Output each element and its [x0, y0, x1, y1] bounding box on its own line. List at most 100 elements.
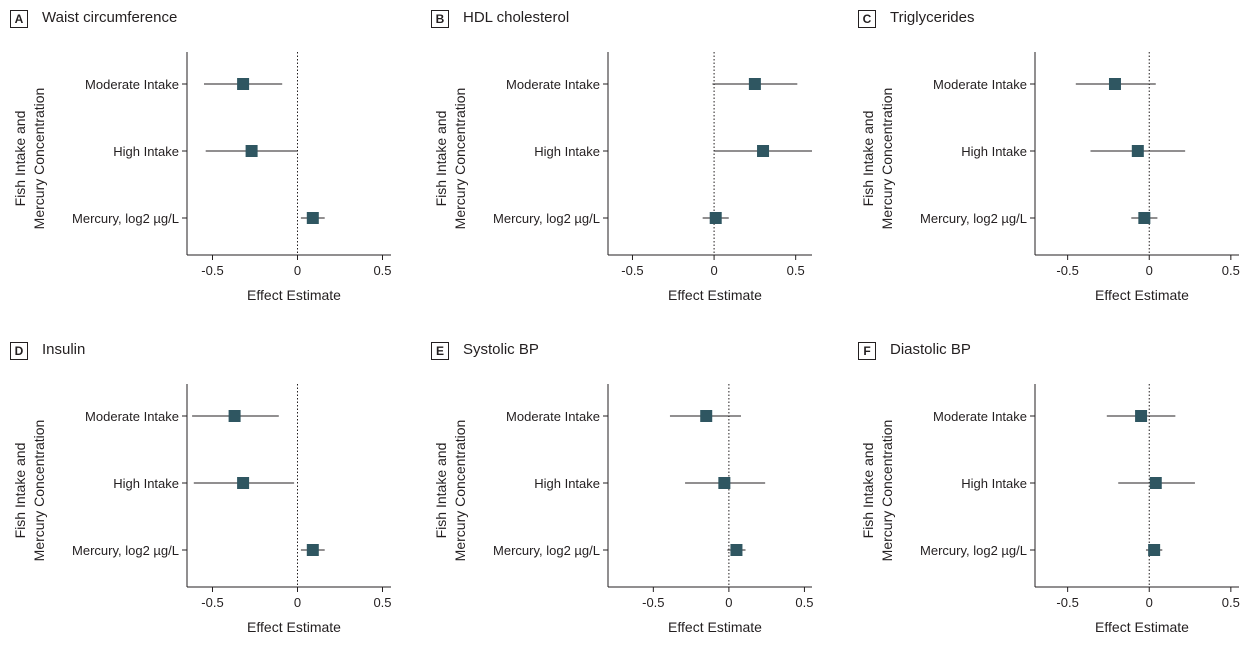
y-axis-label: Fish Intake and Mercury Concentration [12, 420, 47, 562]
y-axis-label: Fish Intake and Mercury Concentration [12, 88, 47, 230]
point-estimate-marker [1108, 78, 1121, 90]
x-tick-label: 0.5 [795, 595, 813, 610]
panel-title: Systolic BP [463, 341, 539, 358]
y-axis-label-line: Fish Intake and [860, 111, 876, 207]
point-estimate-marker [730, 544, 743, 556]
x-tick-label: 0 [1146, 595, 1153, 610]
x-axis-label: Effect Estimate [247, 287, 341, 303]
point-estimate-marker [709, 212, 722, 224]
panel-a: A Waist circumference -0.5 0 0.5 Effect Est… [0, 0, 418, 316]
x-tick-label: 0 [710, 263, 717, 278]
y-axis-label-line: Fish Intake and [433, 443, 449, 539]
panel-title: Waist circumference [42, 9, 178, 26]
x-tick-label: 0 [294, 595, 301, 610]
category-label: High Intake [113, 476, 179, 491]
x-tick-label: 0.5 [373, 595, 391, 610]
panel-letter: C [858, 10, 876, 28]
x-tick-label: 0.5 [1222, 263, 1240, 278]
x-tick-label: -0.5 [621, 263, 643, 278]
panel-letter: B [431, 10, 449, 28]
point-estimate-marker [245, 145, 258, 157]
y-axis-label: Fish Intake and Mercury Concentration [433, 420, 468, 562]
point-estimate-marker [306, 212, 319, 224]
category-label: Mercury, log2 µg/L [920, 543, 1027, 558]
x-tick-label: 0.5 [1222, 595, 1240, 610]
y-axis-label-line: Fish Intake and [860, 443, 876, 539]
y-axis-label-line: Mercury Concentration [879, 420, 895, 562]
y-axis-label-line: Mercury Concentration [452, 420, 468, 562]
panel-d: D Insulin -0.5 0 0.5 Effect Estimate Fish In… [0, 332, 418, 648]
x-tick-label: 0 [1146, 263, 1153, 278]
panel-letter: D [10, 342, 28, 360]
x-axis-label: Effect Estimate [247, 619, 341, 635]
panel-f: F Diastolic BP -0.5 0 0.5 Effect Estimate Fi… [848, 332, 1253, 648]
panel-letter: A [10, 10, 28, 28]
x-tick-label: -0.5 [1056, 263, 1078, 278]
y-axis-label-line: Mercury Concentration [31, 420, 47, 562]
x-tick-label: -0.5 [201, 263, 223, 278]
y-axis-label: Fish Intake and Mercury Concentration [860, 420, 895, 562]
category-label: Mercury, log2 µg/L [920, 211, 1027, 226]
point-estimate-marker [1148, 544, 1161, 556]
panel-b: B HDL cholesterol -0.5 0 0.5 Effect Estimat… [421, 0, 839, 316]
point-estimate-marker [306, 544, 319, 556]
x-tick-label: -0.5 [201, 595, 223, 610]
point-estimate-marker [718, 477, 731, 489]
point-estimate-marker [757, 145, 770, 157]
point-estimate-marker [1131, 145, 1144, 157]
x-tick-label: -0.5 [642, 595, 664, 610]
point-estimate-marker [700, 410, 713, 422]
panel-title: Triglycerides [890, 9, 975, 26]
category-label: Mercury, log2 µg/L [72, 543, 179, 558]
point-estimate-marker [1138, 212, 1151, 224]
x-tick-label: 0.5 [373, 263, 391, 278]
panel-title: Diastolic BP [890, 341, 971, 358]
category-label: High Intake [113, 144, 179, 159]
point-estimate-marker [237, 78, 250, 90]
category-label: Moderate Intake [506, 409, 600, 424]
x-tick-label: -0.5 [1056, 595, 1078, 610]
point-estimate-marker [228, 410, 241, 422]
category-label: High Intake [534, 144, 600, 159]
y-axis-label-line: Fish Intake and [12, 111, 28, 207]
category-label: Mercury, log2 µg/L [493, 543, 600, 558]
x-tick-label: 0.5 [787, 263, 805, 278]
point-estimate-marker [1149, 477, 1162, 489]
panel-letter: F [858, 342, 876, 360]
panel-c: C Triglycerides -0.5 0 0.5 Effect Estimate F… [848, 0, 1253, 316]
x-axis-label: Effect Estimate [668, 287, 762, 303]
y-axis-label-line: Fish Intake and [12, 443, 28, 539]
y-axis-label: Fish Intake and Mercury Concentration [860, 88, 895, 230]
category-label: Moderate Intake [933, 409, 1027, 424]
panel-title: Insulin [42, 341, 86, 358]
point-estimate-marker [237, 477, 250, 489]
y-axis-label: Fish Intake and Mercury Concentration [433, 88, 468, 230]
x-tick-label: 0 [294, 263, 301, 278]
y-axis-label-line: Mercury Concentration [452, 88, 468, 230]
category-label: Moderate Intake [85, 409, 179, 424]
category-label: High Intake [534, 476, 600, 491]
x-axis-label: Effect Estimate [1095, 287, 1189, 303]
category-label: Moderate Intake [506, 77, 600, 92]
category-label: Mercury, log2 µg/L [72, 211, 179, 226]
panel-title: HDL cholesterol [463, 9, 570, 26]
y-axis-label-line: Fish Intake and [433, 111, 449, 207]
x-axis-label: Effect Estimate [668, 619, 762, 635]
panel-e: E Systolic BP -0.5 0 0.5 Effect Estimate Fis… [421, 332, 839, 648]
category-label: Mercury, log2 µg/L [493, 211, 600, 226]
category-label: High Intake [961, 476, 1027, 491]
point-estimate-marker [1135, 410, 1148, 422]
category-label: Moderate Intake [933, 77, 1027, 92]
x-tick-label: 0 [725, 595, 732, 610]
category-label: Moderate Intake [85, 77, 179, 92]
panel-letter: E [431, 342, 449, 360]
y-axis-label-line: Mercury Concentration [31, 88, 47, 230]
point-estimate-marker [748, 78, 761, 90]
category-label: High Intake [961, 144, 1027, 159]
